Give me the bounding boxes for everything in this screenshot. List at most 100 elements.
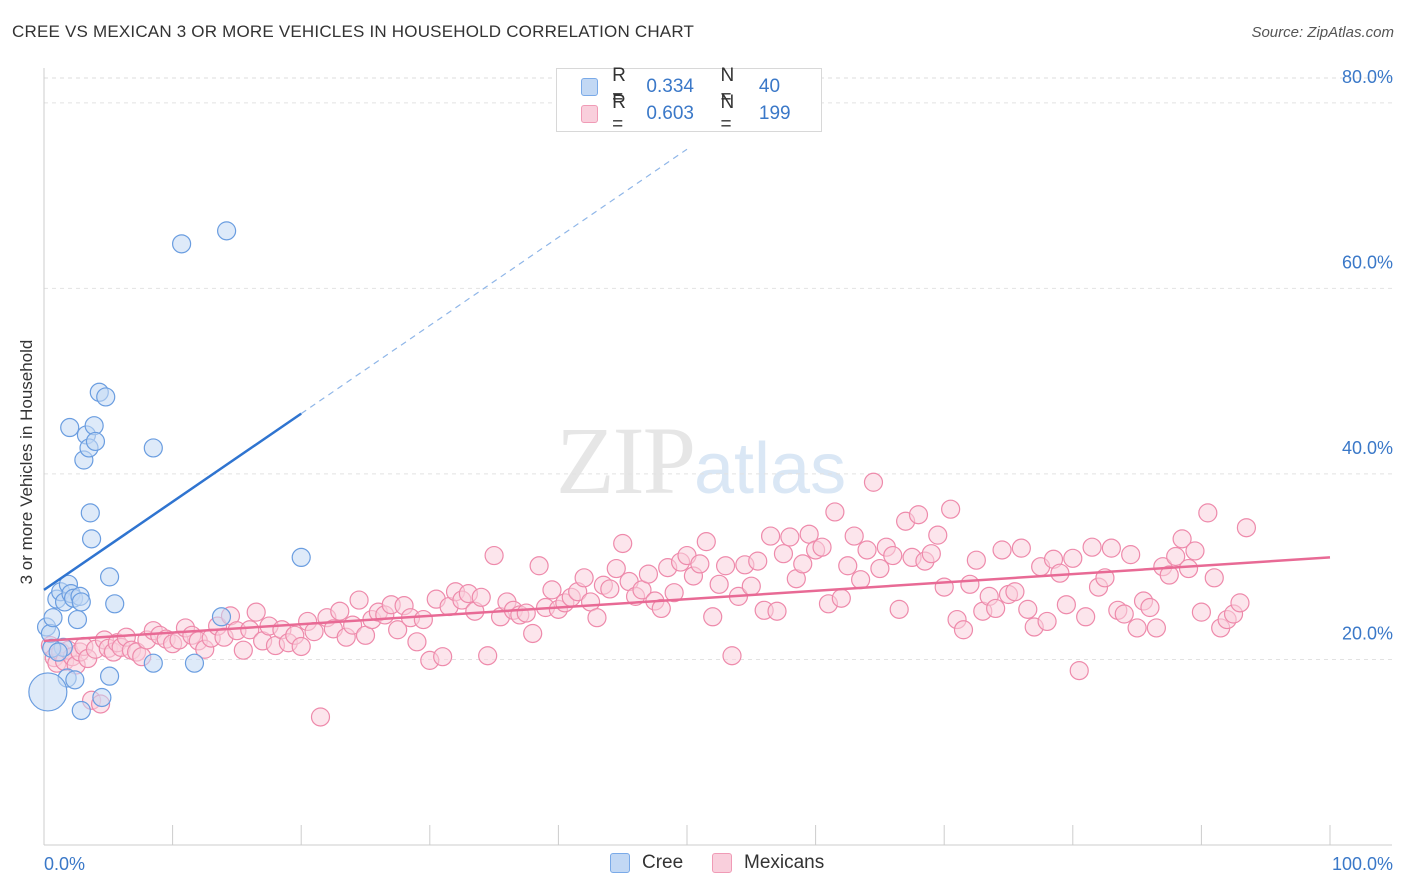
mexicans-point bbox=[986, 598, 1006, 619]
cree-point bbox=[143, 438, 163, 458]
mexicans-point bbox=[587, 608, 607, 628]
y-tick-label: 40.0% bbox=[1342, 438, 1393, 458]
watermark-atlas: atlas bbox=[694, 429, 847, 509]
cree-point bbox=[291, 547, 311, 568]
cree-point bbox=[217, 221, 237, 241]
mexicans-point bbox=[1076, 607, 1096, 627]
mexicans-point bbox=[1140, 597, 1160, 618]
legend-item-mexicans[interactable]: Mexicans bbox=[712, 852, 824, 874]
mexicans-trend-line bbox=[43, 556, 1331, 643]
r-label: R = bbox=[612, 65, 626, 108]
mexicans-point bbox=[471, 587, 491, 607]
mexicans-point bbox=[1018, 599, 1038, 619]
mexicans-point bbox=[1191, 602, 1212, 622]
mexicans-point bbox=[523, 623, 543, 644]
mexicans-point bbox=[1063, 548, 1083, 568]
mexicans-point bbox=[1037, 611, 1057, 632]
cree-n-value: 40 bbox=[758, 76, 781, 97]
mexicans-point bbox=[1069, 660, 1089, 681]
mexicans-point bbox=[574, 568, 594, 588]
mexicans-point bbox=[703, 607, 723, 627]
mexicans-point bbox=[709, 574, 729, 594]
mexicans-point bbox=[715, 556, 736, 576]
mexicans-point bbox=[844, 526, 864, 546]
mexicans-point bbox=[233, 640, 253, 660]
mexicans-point bbox=[1121, 545, 1141, 565]
mexicans-point bbox=[240, 620, 260, 640]
mexicans-point bbox=[1101, 538, 1121, 558]
cree-point bbox=[184, 653, 205, 673]
mexicans-point bbox=[310, 707, 331, 727]
mexicans-point bbox=[908, 505, 929, 525]
mexicans-point bbox=[1198, 503, 1218, 523]
cree-point bbox=[211, 607, 232, 627]
cree-point bbox=[99, 567, 120, 587]
mexicans-point bbox=[246, 602, 266, 622]
watermark: ZIPatlas bbox=[556, 405, 846, 516]
mexicans-point bbox=[664, 583, 684, 603]
cree-swatch bbox=[581, 78, 599, 96]
mexicans-point bbox=[1146, 618, 1166, 638]
mexicans-point bbox=[1127, 618, 1147, 638]
cree-point bbox=[71, 592, 91, 612]
mexicans-point bbox=[542, 580, 562, 600]
mexicans-point bbox=[1005, 582, 1025, 602]
mexicans-point bbox=[1159, 565, 1179, 585]
mexicans-point bbox=[851, 570, 871, 590]
mexicans-point bbox=[857, 540, 877, 560]
cree-r-value: 0.334 bbox=[646, 76, 694, 97]
mexicans-point bbox=[722, 646, 742, 666]
cree-point bbox=[80, 503, 100, 523]
mexicans-point bbox=[793, 554, 813, 574]
cree-point bbox=[65, 670, 85, 690]
mexicans-point bbox=[863, 472, 884, 492]
mexicans-point bbox=[484, 545, 504, 566]
mexicans-point bbox=[1230, 593, 1250, 613]
mexicans-point bbox=[1011, 538, 1031, 558]
cree-point bbox=[85, 431, 106, 452]
mexicans-point bbox=[433, 647, 453, 667]
cree-point bbox=[81, 529, 102, 549]
mexicans-point bbox=[941, 499, 961, 519]
stats-row-cree: R = 0.334 N = 40 bbox=[557, 65, 821, 108]
mexicans-point bbox=[1056, 595, 1076, 615]
cree-point bbox=[96, 387, 116, 407]
legend-mexicans-swatch bbox=[712, 853, 732, 873]
mexicans-point bbox=[613, 533, 633, 554]
mexicans-point bbox=[1204, 568, 1224, 588]
r-label: R = bbox=[612, 92, 626, 135]
mexicans-point bbox=[960, 574, 980, 594]
mexicans-point bbox=[767, 601, 787, 621]
mexicans-point bbox=[291, 636, 311, 657]
cree-point bbox=[143, 653, 163, 673]
mexicans-point bbox=[529, 556, 549, 576]
mexicans-point bbox=[870, 558, 890, 579]
mexicans-point bbox=[748, 551, 768, 571]
stats-box: R = 0.334 N = 40 R = 0.603 N = 199 bbox=[556, 65, 822, 135]
cree-trend-line bbox=[43, 412, 302, 591]
x-tick-label: 100.0% bbox=[1332, 854, 1393, 874]
mexicans-point bbox=[690, 554, 710, 574]
mexicans-point bbox=[831, 588, 851, 608]
cree-point bbox=[43, 608, 63, 628]
y-tick-label: 60.0% bbox=[1342, 252, 1393, 272]
mexicans-point bbox=[696, 532, 716, 552]
stats-row-mexicans: R = 0.603 N = 199 bbox=[557, 92, 821, 135]
mexicans-point bbox=[638, 564, 659, 584]
mexicans-point bbox=[413, 609, 433, 630]
mexicans-swatch bbox=[581, 105, 599, 123]
y-axis-label: 3 or more Vehicles in Household bbox=[17, 339, 36, 585]
legend-cree-label: Cree bbox=[642, 852, 684, 873]
mexicans-point bbox=[992, 540, 1012, 560]
cree-point bbox=[105, 594, 125, 614]
x-tick-label: 0.0% bbox=[44, 854, 85, 874]
mexicans-point bbox=[1082, 537, 1102, 557]
cree-point bbox=[172, 234, 192, 254]
mexicans-point bbox=[1172, 529, 1192, 549]
legend-item-cree[interactable]: Cree bbox=[610, 852, 683, 874]
mexicans-point bbox=[812, 537, 832, 557]
cree-point bbox=[71, 700, 91, 721]
mexicans-point bbox=[1114, 604, 1134, 624]
cree-point bbox=[67, 609, 88, 630]
cree-point bbox=[92, 687, 112, 708]
